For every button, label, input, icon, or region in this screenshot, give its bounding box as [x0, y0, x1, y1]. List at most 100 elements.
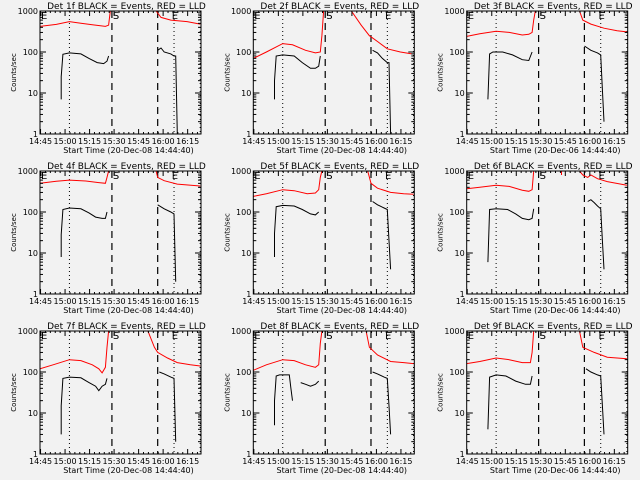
x-tick-label: 15:45 [127, 297, 150, 306]
y-axis-label: Counts/sec [223, 53, 231, 92]
x-tick-label: 16:00 [365, 297, 388, 306]
x-tick-label: 14:45 [29, 457, 52, 466]
chart-title: Det 3f BLACK = Events, RED = LLD [474, 2, 633, 12]
events-series-line [587, 199, 605, 270]
x-tick-label: 16:00 [152, 457, 175, 466]
y-tick-label: 1000 [444, 7, 464, 16]
x-axis-label: Start Time (20-Dec-08 14:44:40) [277, 306, 408, 315]
marker-label-e: E [41, 331, 47, 342]
y-tick-label: 1 [33, 130, 38, 139]
y-tick-label: 100 [449, 208, 464, 217]
chart-title: Det 9f BLACK = Events, RED = LLD [474, 322, 633, 332]
x-tick-label: 15:15 [505, 137, 528, 146]
plot-frame [252, 10, 415, 135]
chart-title: Det 8f BLACK = Events, RED = LLD [260, 322, 419, 332]
x-tick-label: 15:30 [316, 457, 339, 466]
lld-series-line [253, 11, 325, 59]
x-tick-label: 15:45 [554, 457, 577, 466]
events-series-line [584, 45, 605, 122]
x-tick-label: 15:15 [291, 297, 314, 306]
chart-title: Det 7f BLACK = Events, RED = LLD [47, 322, 206, 332]
lld-series-line [579, 171, 627, 186]
y-tick-label: 1000 [18, 167, 38, 176]
x-tick-label: 15:15 [291, 137, 314, 146]
marker-label-e: E [598, 171, 604, 182]
marker-label-e: E [172, 171, 178, 182]
marker-label-e: E [254, 11, 260, 22]
y-tick-label: 10 [28, 89, 38, 98]
y-tick-label: 1 [33, 290, 38, 299]
y-tick-label: 1 [460, 450, 465, 459]
y-tick-label: 10 [28, 409, 38, 418]
x-tick-label: 15:30 [316, 297, 339, 306]
x-tick-label: 15:00 [54, 137, 77, 146]
x-tick-label: 15:30 [103, 297, 126, 306]
chart-title: Det 2f BLACK = Events, RED = LLD [260, 2, 419, 12]
x-tick-label: 15:45 [340, 137, 363, 146]
events-series-line [372, 49, 392, 134]
x-axis-label: Start Time (20-Dec-08 14:44:40) [63, 466, 194, 475]
x-tick-label: 15:45 [340, 457, 363, 466]
x-tick-label: 15:45 [554, 297, 577, 306]
x-axis-label: Start Time (20-Dec-08 14:44:40) [277, 146, 408, 155]
marker-label-s: S [540, 11, 546, 22]
lld-series-line [253, 331, 323, 371]
events-series-line [157, 204, 177, 282]
x-tick-label: 15:15 [78, 457, 101, 466]
marker-label-e: E [172, 11, 178, 22]
y-tick-label: 100 [23, 208, 38, 217]
x-axis-label: Start Time (20-Dec-08 14:44:40) [63, 306, 194, 315]
y-tick-label: 100 [23, 368, 38, 377]
x-tick-label: 16:00 [365, 137, 388, 146]
x-axis-label: Start Time (20-Dec-06 14:44:40) [490, 146, 621, 155]
marker-label-e: E [385, 331, 391, 342]
lld-series-line [367, 171, 414, 195]
y-axis-label: Counts/sec [223, 373, 231, 412]
marker-label-e: E [172, 331, 178, 342]
lld-series-line [579, 11, 627, 33]
events-series-line [372, 201, 392, 270]
x-tick-label: 15:30 [529, 297, 552, 306]
chart-title: Det 6f BLACK = Events, RED = LLD [474, 162, 633, 172]
marker-label-e: E [468, 11, 474, 22]
x-tick-label: 14:45 [456, 137, 479, 146]
x-tick-label: 15:30 [529, 137, 552, 146]
x-tick-label: 15:30 [529, 457, 552, 466]
marker-label-s: S [326, 171, 332, 182]
x-axis-label: Start Time (20-Dec-08 14:44:40) [277, 466, 408, 475]
lld-series-line [40, 331, 110, 374]
x-tick-label: 16:00 [578, 137, 601, 146]
x-axis-label: Start Time (20-Dec-08 14:44:40) [63, 146, 194, 155]
y-axis-label: Counts/sec [223, 213, 231, 252]
x-tick-label: 16:00 [578, 457, 601, 466]
x-tick-label: 16:15 [176, 137, 199, 146]
marker-label-e: E [41, 11, 47, 22]
x-tick-label: 14:45 [242, 297, 265, 306]
y-tick-label: 1000 [18, 327, 38, 336]
plot-frame [466, 330, 629, 455]
x-tick-label: 15:15 [505, 457, 528, 466]
marker-label-e: E [468, 171, 474, 182]
chart-title: Det 5f BLACK = Events, RED = LLD [260, 162, 419, 172]
lld-series-line [40, 11, 111, 27]
x-tick-label: 16:15 [603, 297, 626, 306]
y-tick-label: 10 [455, 409, 465, 418]
marker-label-s: S [113, 11, 119, 22]
marker-label-e: E [598, 11, 604, 22]
plot-frame [39, 10, 202, 135]
marker-label-s: S [326, 11, 332, 22]
x-tick-label: 15:00 [267, 137, 290, 146]
events-series-line [157, 47, 178, 134]
y-tick-label: 1 [460, 130, 465, 139]
x-tick-label: 14:45 [242, 137, 265, 146]
chart-title: Det 4f BLACK = Events, RED = LLD [47, 162, 206, 172]
x-tick-label: 15:00 [480, 297, 503, 306]
marker-label-e: E [385, 11, 391, 22]
